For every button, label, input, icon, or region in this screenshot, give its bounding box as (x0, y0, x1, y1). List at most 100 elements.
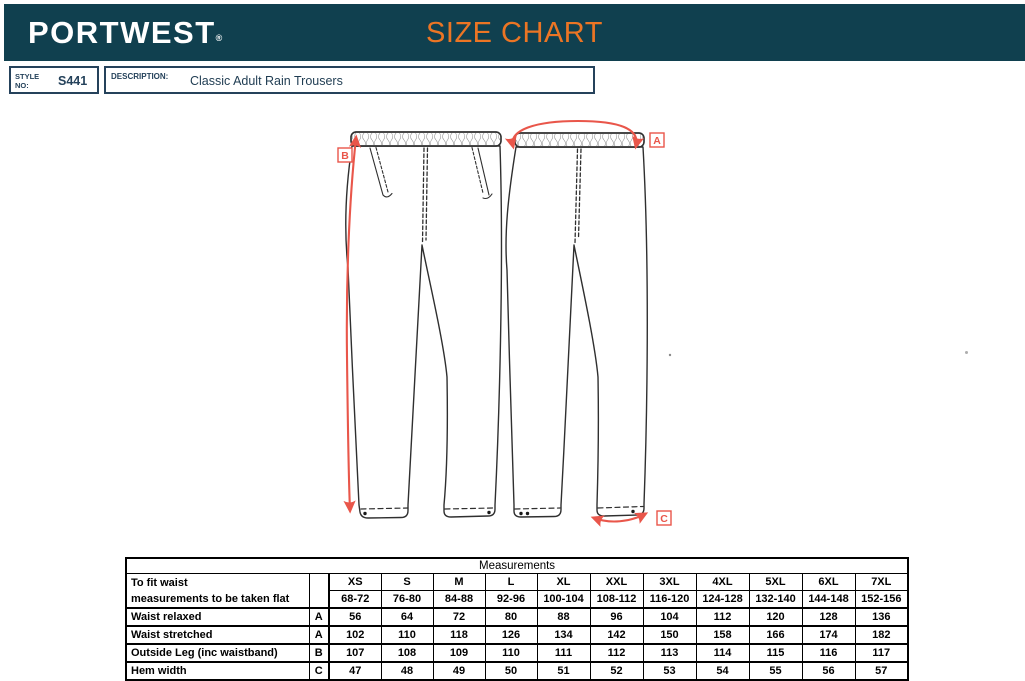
fit-note-line1: To fit waist (131, 576, 188, 589)
row-letter: A (308, 607, 330, 627)
size-header-cell: 6XL (801, 573, 856, 591)
value-cell: 136 (854, 607, 909, 627)
label-box-a (649, 132, 665, 148)
label-box-b (337, 147, 353, 163)
measure-labels: B A C (337, 132, 672, 526)
back-hem-stitch-lines (514, 505, 644, 510)
size-range-cell: 152-156 (854, 590, 909, 609)
value-cell: 107 (328, 643, 382, 663)
value-cell: 114 (695, 643, 750, 663)
value-cell: 50 (484, 661, 538, 681)
value-cell: 118 (432, 625, 486, 645)
size-range-cell: 76-80 (380, 590, 434, 609)
value-cell: 111 (536, 643, 591, 663)
back-seam-stitch-line (574, 148, 582, 244)
table-title-cell: Measurements (125, 557, 909, 574)
style-no-box: STYLE NO: S441 (9, 66, 99, 94)
value-cell: 54 (695, 661, 750, 681)
measure-label-c: C (660, 513, 668, 525)
value-cell: 166 (748, 625, 803, 645)
description-label: DESCRIPTION: (111, 72, 169, 81)
measure-label-a: A (653, 135, 661, 147)
value-cell: 80 (484, 607, 538, 627)
outside-leg-arrow-b (343, 134, 362, 514)
size-header-cell: 5XL (748, 573, 803, 591)
value-cell: 56 (801, 661, 856, 681)
size-header-row: To fit waist measurements to be taken fl… (125, 573, 909, 609)
value-cell: 126 (484, 625, 538, 645)
letter-header-cell (308, 573, 330, 609)
table-row-waist-relaxed: Waist relaxed A 56 64 72 80 88 96 104 11… (125, 607, 909, 627)
value-cell: 72 (432, 607, 486, 627)
value-cell: 182 (854, 625, 909, 645)
value-cell: 110 (380, 625, 434, 645)
print-speck (668, 353, 672, 357)
brand-name: PORTWEST (28, 15, 216, 50)
row-label: Hem width (125, 661, 310, 681)
value-cell: 112 (589, 643, 644, 663)
fit-note-line2: measurements to be taken flat (131, 592, 290, 605)
value-cell: 120 (748, 607, 803, 627)
size-table: Measurements To fit waist measurements t… (125, 557, 910, 681)
value-cell: 158 (695, 625, 750, 645)
label-box-c (656, 510, 672, 526)
value-cell: 88 (536, 607, 591, 627)
value-cell: 142 (589, 625, 644, 645)
value-cell: 102 (328, 625, 382, 645)
size-range-cell: 124-128 (695, 590, 750, 609)
value-cell: 55 (748, 661, 803, 681)
value-cell: 134 (536, 625, 591, 645)
size-header-cell: XL (536, 573, 591, 591)
measure-arrows (343, 119, 649, 528)
fit-note-cell: To fit waist measurements to be taken fl… (125, 573, 310, 609)
value-cell: 117 (854, 643, 909, 663)
value-cell: 150 (642, 625, 697, 645)
style-no-label: STYLE NO: (15, 72, 40, 90)
size-range-cell: 116-120 (642, 590, 697, 609)
row-letter: A (308, 625, 330, 645)
description-value: Classic Adult Rain Trousers (190, 74, 343, 88)
value-cell: 108 (380, 643, 434, 663)
size-range-cell: 92-96 (484, 590, 538, 609)
style-no-value: S441 (58, 74, 88, 88)
size-range-cell: 144-148 (801, 590, 856, 609)
size-header-cell: 4XL (695, 573, 750, 591)
back-waistband (514, 132, 645, 148)
size-header-cell: M (432, 573, 486, 591)
front-trousers-drawing (344, 131, 503, 519)
size-range-cell: 132-140 (748, 590, 803, 609)
size-range-cell: 108-112 (589, 590, 644, 609)
size-range-row: 68-72 76-80 84-88 92-96 100-104 108-112 … (126, 590, 909, 609)
size-header-cell: S (380, 573, 434, 591)
registered-mark: ® (215, 33, 223, 43)
value-cell: 56 (328, 607, 382, 627)
size-header-cell: 3XL (642, 573, 697, 591)
front-hem-stitch-lines (360, 507, 495, 510)
description-box: DESCRIPTION: Classic Adult Rain Trousers (104, 66, 595, 94)
header-band: PORTWEST® SIZE CHART (4, 4, 1025, 61)
value-cell: 52 (589, 661, 644, 681)
front-pocket-right (471, 146, 493, 200)
front-waistband (350, 131, 502, 147)
size-header-cell: XS (328, 573, 382, 591)
size-header-cell: L (484, 573, 538, 591)
table-row-waist-stretched: Waist stretched A 102 110 118 126 134 14… (125, 625, 909, 645)
value-cell: 115 (748, 643, 803, 663)
value-cell: 104 (642, 607, 697, 627)
value-cell: 53 (642, 661, 697, 681)
value-cell: 64 (380, 607, 434, 627)
print-speck (965, 351, 968, 354)
size-header-cell: XXL (589, 573, 644, 591)
trousers-diagram: B A C (337, 119, 672, 528)
value-cell: 174 (801, 625, 856, 645)
size-range-cell: 100-104 (536, 590, 591, 609)
value-cell: 109 (432, 643, 486, 663)
table-row-hem-width: Hem width C 47 48 49 50 51 52 53 54 55 5… (125, 661, 909, 681)
hem-width-arrow-c (590, 512, 649, 528)
value-cell: 57 (854, 661, 909, 681)
value-cell: 110 (484, 643, 538, 663)
value-cell: 96 (589, 607, 644, 627)
value-cell: 116 (801, 643, 856, 663)
waist-arrow-a (504, 119, 645, 150)
